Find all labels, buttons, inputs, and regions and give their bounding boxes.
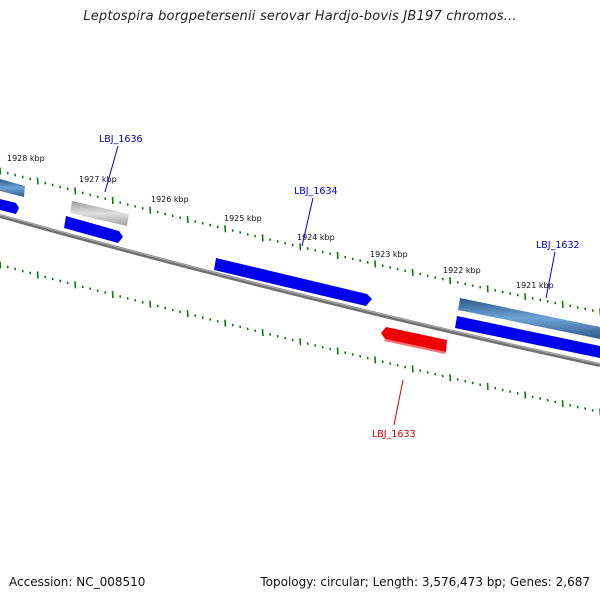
- gene-label-lbj1636[interactable]: LBJ_1636: [99, 134, 143, 145]
- gene-feature[interactable]: [0, 179, 25, 197]
- cds-arrow-lbj1634[interactable]: [214, 258, 372, 306]
- cds-arrow-lbj1632[interactable]: [455, 316, 600, 358]
- scale-label: 1928 kbp: [7, 154, 45, 163]
- cds-arrow[interactable]: [64, 216, 123, 243]
- scale-label: 1926 kbp: [151, 195, 189, 204]
- scale-label: 1924 kbp: [297, 233, 335, 242]
- scale-ticks-bottom: [0, 261, 600, 416]
- page-title: Leptospira borgpetersenii serovar Hardjo…: [83, 9, 517, 24]
- pseudogene-feature-lbj1636[interactable]: [70, 201, 129, 226]
- gene-label-lbj1632[interactable]: LBJ_1632: [536, 240, 580, 251]
- cds-arrow-lbj1633[interactable]: [381, 327, 447, 352]
- scale-label: 1921 kbp: [516, 281, 554, 290]
- accession-text: Accession: NC_008510: [9, 575, 146, 589]
- cds-arrow[interactable]: [0, 199, 19, 214]
- gene-label-lbj1634[interactable]: LBJ_1634: [294, 186, 338, 197]
- chromosome-backbone: [0, 214, 600, 367]
- leader-line: [545, 251, 556, 299]
- gene-feature-lbj1632[interactable]: [458, 298, 600, 339]
- scale-labels: 1928 kbp 1927 kbp 1926 kbp 1925 kbp 1924…: [7, 154, 554, 290]
- leader-line: [104, 145, 119, 193]
- gene-label-lbj1633[interactable]: LBJ_1633: [372, 429, 416, 440]
- scale-label: 1925 kbp: [224, 214, 262, 223]
- scale-label: 1922 kbp: [443, 266, 481, 275]
- leader-line: [393, 379, 404, 426]
- leader-line: [301, 197, 314, 247]
- scale-label: 1923 kbp: [370, 250, 408, 259]
- scale-label: 1927 kbp: [79, 175, 117, 184]
- scale-ticks-top: [0, 167, 600, 316]
- genome-summary-text: Topology: circular; Length: 3,576,473 bp…: [260, 575, 590, 589]
